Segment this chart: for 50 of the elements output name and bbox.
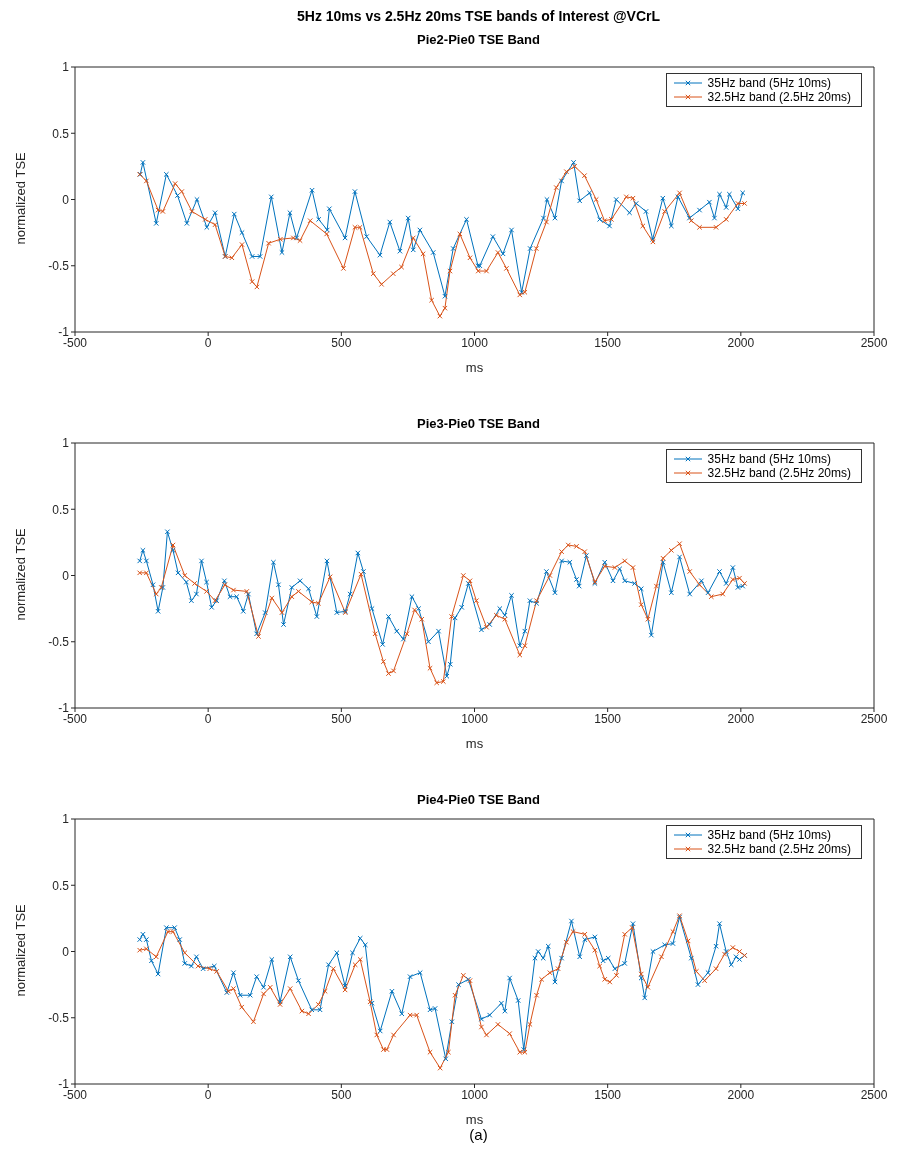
legend-label: 35Hz band (5Hz 10ms): [707, 828, 831, 842]
y-tick-label: 1: [62, 60, 70, 75]
x-tick-label: 1000: [461, 1087, 489, 1102]
legend-label: 32.5Hz band (2.5Hz 20ms): [707, 90, 851, 104]
y-tick-label: 1: [62, 436, 70, 451]
chart-subtitle: Pie2-Pie0 TSE Band: [416, 32, 541, 49]
x-tick-label: 1500: [594, 335, 622, 350]
x-axis-title: ms: [465, 360, 484, 375]
x-tick-label: 2500: [860, 1087, 888, 1102]
y-axis-title: normalized TSE: [12, 903, 28, 997]
chart-title: Pie3-Pie0 TSE Band: [416, 416, 541, 433]
x-tick-label: 2500: [860, 711, 888, 726]
x-tick-label: 500: [331, 335, 352, 350]
y-tick-label: 0.5: [52, 126, 70, 141]
x-tick-label: 500: [331, 1087, 352, 1102]
legend-label: 35Hz band (5Hz 10ms): [707, 452, 831, 466]
x-tick-label: 0: [204, 1087, 212, 1102]
legend-label: 32.5Hz band (2.5Hz 20ms): [707, 842, 851, 856]
x-tick-label: 2500: [860, 335, 888, 350]
x-tick-label: -500: [62, 335, 88, 350]
legend-label: 32.5Hz band (2.5Hz 20ms): [707, 466, 851, 480]
legend-label: 35Hz band (5Hz 10ms): [707, 76, 831, 90]
y-tick-label: -0.5: [48, 635, 70, 650]
x-tick-label: 1500: [594, 711, 622, 726]
x-tick-label: 0: [204, 335, 212, 350]
x-tick-label: 500: [331, 711, 352, 726]
x-tick-label: 1500: [594, 1087, 622, 1102]
text: (a): [468, 1126, 489, 1143]
x-tick-label: 0: [204, 711, 212, 726]
chart-title: 5Hz 10ms vs 2.5Hz 20ms TSE bands of Interest @VCrL: [296, 8, 661, 26]
y-tick-label: 0: [62, 944, 70, 959]
x-tick-label: 2000: [727, 1087, 755, 1102]
y-tick-label: 0.5: [52, 502, 70, 517]
y-tick-label: 0: [62, 568, 70, 583]
x-tick-label: 1000: [461, 711, 489, 726]
x-tick-label: 2000: [727, 711, 755, 726]
x-tick-label: 2000: [727, 335, 755, 350]
x-axis-title: ms: [465, 1112, 484, 1127]
x-tick-label: 1000: [461, 335, 489, 350]
y-tick-label: -0.5: [48, 259, 70, 274]
y-tick-label: 1: [62, 812, 70, 827]
x-tick-label: -500: [62, 1087, 88, 1102]
x-tick-label: -500: [62, 711, 88, 726]
y-tick-label: 0.5: [52, 878, 70, 893]
y-tick-label: -0.5: [48, 1011, 70, 1026]
x-axis-title: ms: [465, 736, 484, 751]
y-axis-title: normalized TSE: [12, 151, 28, 245]
y-tick-label: 0: [62, 192, 70, 207]
y-axis-title: normalized TSE: [12, 527, 28, 621]
chart-title: Pie4-Pie0 TSE Band: [416, 792, 541, 809]
